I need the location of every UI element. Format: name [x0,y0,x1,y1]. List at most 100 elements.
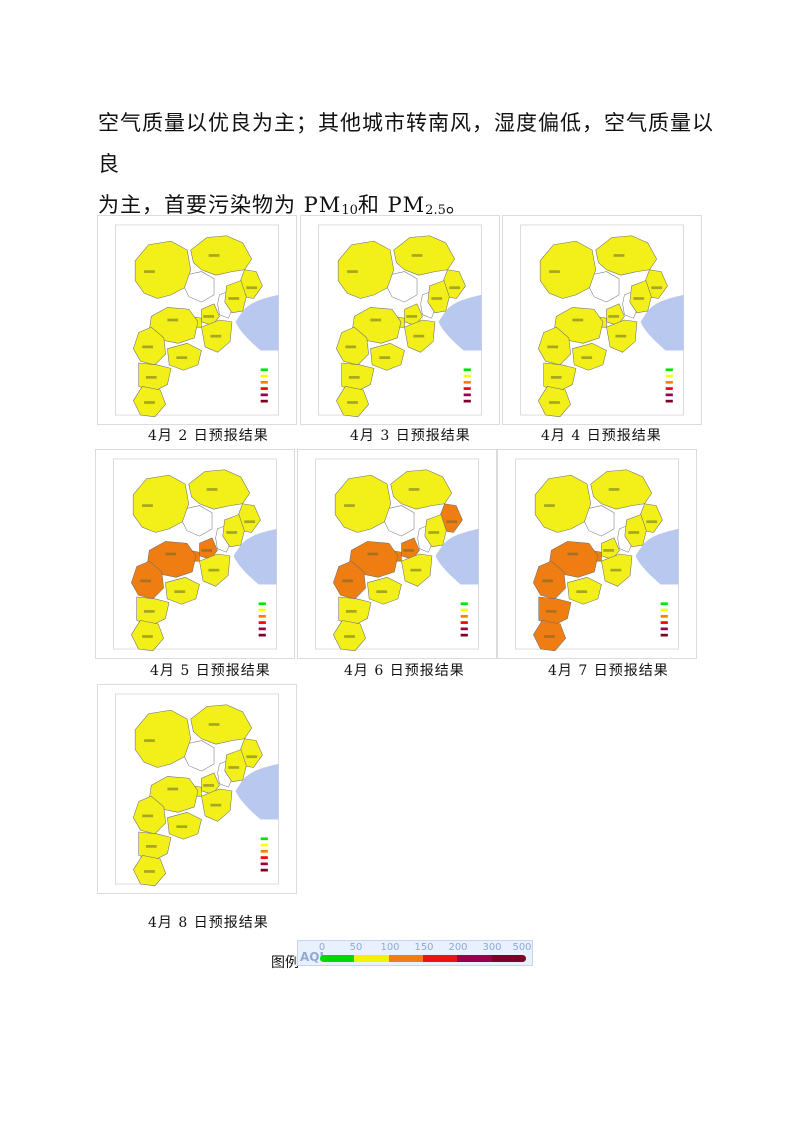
mini-legend-swatch [260,849,268,853]
city-label-mark [208,723,220,726]
mini-legend-swatch [260,837,268,841]
city-label-mark [547,345,559,349]
region-zhangjiakou [534,474,592,533]
city-label-mark [633,297,645,300]
city-label-mark [603,549,615,552]
mini-legend-swatch [258,621,266,624]
mini-legend-swatch [260,387,268,390]
mini-legend-swatch [665,393,673,397]
city-label-mark [167,318,179,322]
bohai-sea [435,528,479,585]
hebei-region-map [113,458,277,652]
mini-legend-swatch [258,627,266,631]
mini-legend-swatch [665,399,673,403]
city-label-mark [246,755,258,759]
bohai-sea [233,528,277,585]
map-caption: 4月 8 日预报结果 [148,915,269,931]
bohai-sea [235,763,279,820]
mini-legend-swatch [260,856,268,859]
city-label-mark [203,784,215,787]
city-label-mark [176,825,188,828]
region-zhangjiakou [337,240,395,299]
city-label-mark [167,787,179,791]
map-caption: 4月 2 日预报结果 [148,428,269,444]
mini-legend-swatch [665,387,673,390]
paragraph-line-2a: 为主，首要污染物为 PM [98,193,342,217]
mini-legend-swatch [460,621,468,624]
aqi-legend: AQI 0 50 100 150 200 300 500 [297,940,533,966]
city-label-mark [608,488,620,491]
forecast-map-apr4 [502,215,702,425]
city-label-mark [646,520,658,524]
aqi-swatch-light [388,955,423,962]
city-label-mark [201,549,213,552]
region-tangshan [224,280,247,314]
region-tangshan [424,514,447,548]
map-caption: 4月 5 日预报结果 [150,663,271,679]
bohai-sea [438,294,482,351]
aqi-tick: 100 [380,942,400,953]
city-label-mark [549,270,560,273]
aqi-tick: 0 [318,942,326,953]
mini-legend-swatch [463,380,471,384]
city-label-mark [144,401,155,404]
body-paragraph: 空气质量以优良为主；其他城市转南风，湿度偏低，空气质量以良 为主，首要污染物为 … [98,103,718,231]
city-label-mark [142,635,153,638]
city-label-mark [449,286,461,290]
city-label-mark [348,376,360,379]
city-label-mark [165,552,177,556]
mini-legend-swatch [260,868,268,872]
legend-label: 图例 [271,955,299,971]
region-chengde [190,235,253,276]
mini-legend-swatch [660,621,668,624]
city-label-mark [142,814,154,818]
region-tangshan [629,280,652,314]
city-label-mark [203,315,215,318]
mini-legend-swatch [260,380,268,384]
city-label-mark [210,803,222,807]
city-label-mark [567,552,579,556]
aqi-color-bar [320,955,526,962]
map-caption: 4月 7 日预报结果 [548,663,669,679]
aqi-swatch-medium [422,955,458,962]
paragraph-line-1: 空气质量以优良为主；其他城市转南风，湿度偏低，空气质量以良 [98,111,714,176]
city-label-mark [581,356,593,359]
city-label-mark [431,297,443,300]
bohai-sea [235,294,279,351]
aqi-tick: 200 [448,942,468,953]
hebei-region-map [115,693,279,887]
mini-legend-swatch [460,614,468,618]
city-label-mark [613,254,625,257]
city-label-mark [370,318,382,322]
mini-legend-swatch [258,602,266,606]
map-caption: 4月 3 日预报结果 [350,428,471,444]
mini-legend-swatch [260,368,268,372]
city-label-mark [379,356,391,359]
aqi-tick: 500 [512,942,532,953]
mini-legend-swatch [260,843,268,847]
paragraph-line-2b: 和 PM [357,193,426,217]
city-label-mark [651,286,663,290]
forecast-map-apr7 [497,449,697,659]
mini-legend-swatch [660,602,668,606]
mini-legend-swatch [463,368,471,372]
city-label-mark [140,579,152,583]
region-chengde [393,235,456,276]
forecast-map-apr6 [297,449,497,659]
city-label-mark [142,345,154,349]
city-label-mark [367,552,379,556]
pm10-subscript: 10 [341,203,358,218]
hebei-region-map [515,458,679,652]
region-zhangjiakou [539,240,597,299]
hebei-region-map [318,224,482,418]
region-zhangjiakou [132,474,190,533]
mini-legend-swatch [460,633,468,637]
map-caption: 4月 6 日预报结果 [344,663,465,679]
mini-legend-swatch [260,374,268,378]
city-label-mark [144,270,155,273]
city-label-mark [410,568,422,572]
region-chengde [390,469,453,510]
pm25-subscript: 2.5 [425,203,446,218]
city-label-mark [406,315,418,318]
region-chengde [188,469,251,510]
